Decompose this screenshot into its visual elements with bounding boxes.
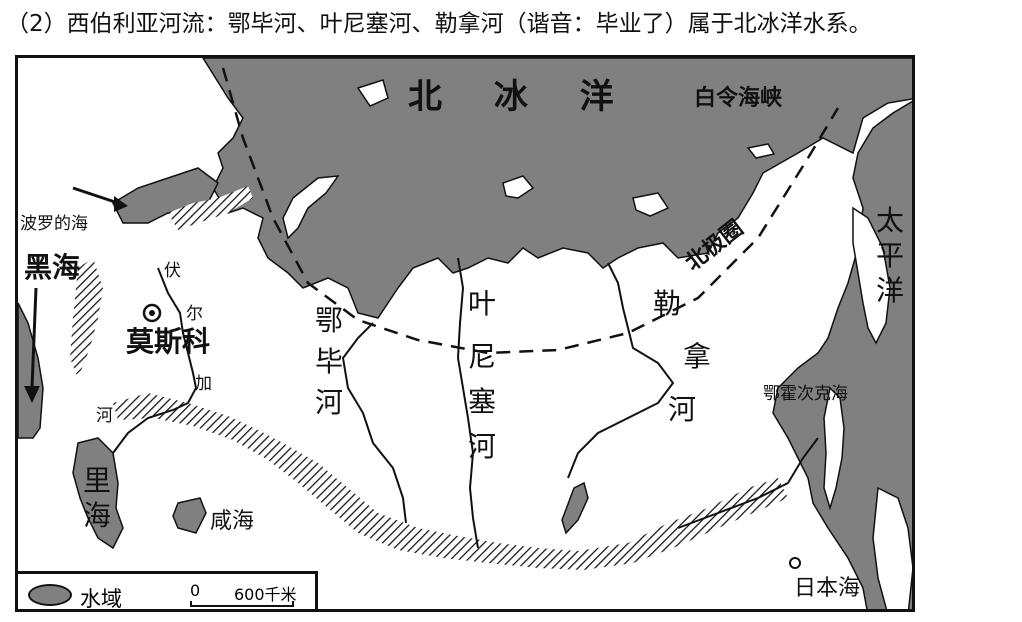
ob-river-label: 鄂 毕 河 bbox=[315, 304, 344, 419]
pacific-ocean bbox=[772, 100, 912, 609]
ob-river bbox=[341, 322, 407, 524]
kamchatka bbox=[852, 206, 891, 345]
severnaya-zemlya bbox=[502, 175, 535, 199]
aral-sea-label: 咸海 bbox=[210, 509, 255, 534]
map-graphic bbox=[18, 58, 912, 609]
scale-bar bbox=[190, 601, 294, 607]
black-sea-arrow bbox=[30, 287, 38, 389]
caption-text: （2）西伯利亚河流：鄂毕河、叶尼塞河、勒拿河（谐音：毕业了）属于北冰洋水系。 bbox=[6, 11, 872, 37]
japan-sea-label: 日本海 bbox=[794, 576, 861, 601]
water-swatch bbox=[28, 584, 72, 606]
black-sea bbox=[18, 302, 44, 439]
yenisei-river bbox=[456, 257, 479, 549]
baltic-arrow bbox=[72, 186, 119, 205]
vladivostok-symbol bbox=[789, 557, 801, 569]
mountain-hatching-south bbox=[113, 393, 788, 570]
lake-baikal bbox=[561, 481, 589, 535]
russia-map: 北 冰 洋 白令海峡 太 平 洋 鄂霍次克海 日本海 波罗的海 黑海 里 海 咸… bbox=[15, 55, 915, 612]
baltic-sea-label: 波罗的海 bbox=[20, 214, 88, 234]
scale-value-label: 600千米 bbox=[234, 585, 297, 604]
lena-river bbox=[567, 262, 675, 479]
aral-sea bbox=[172, 497, 207, 534]
moscow-symbol-inner bbox=[149, 310, 155, 316]
new-siberian-islands bbox=[632, 192, 670, 217]
caspian-sea bbox=[72, 437, 124, 550]
mountain-hatching-west bbox=[70, 258, 103, 378]
volga-label-3: 加 bbox=[195, 374, 212, 394]
arctic-ocean bbox=[202, 58, 912, 319]
franz-josef-land bbox=[356, 79, 389, 107]
bering-strait-label: 白令海峡 bbox=[694, 86, 783, 111]
water-legend-label: 水域 bbox=[80, 587, 122, 611]
black-sea-label: 黑海 bbox=[24, 251, 81, 284]
mountain-hatching-urals bbox=[168, 186, 253, 230]
okhotsk-sea-label: 鄂霍次克海 bbox=[763, 384, 848, 404]
black-sea-arrowhead bbox=[24, 386, 40, 403]
volga-label-4: 河 bbox=[96, 406, 113, 426]
moscow-label: 莫斯科 bbox=[126, 325, 211, 358]
caspian-sea-label: 里 海 bbox=[83, 464, 112, 532]
volga-label-2: 尔 bbox=[186, 304, 203, 324]
yenisei-river-label: 叶 尼 塞 河 bbox=[468, 287, 497, 463]
japan bbox=[872, 486, 912, 609]
volga-river bbox=[112, 267, 198, 454]
arctic-ocean-label: 北 冰 洋 bbox=[408, 77, 634, 117]
scale-zero-label: 0 bbox=[190, 581, 201, 600]
map-legend: 水域 0 600千米 bbox=[18, 571, 318, 611]
novaya-zemlya bbox=[282, 175, 340, 240]
pacific-ocean-label: 太 平 洋 bbox=[876, 204, 905, 307]
baltic-arrowhead bbox=[114, 196, 128, 212]
volga-label-1: 伏 bbox=[164, 261, 181, 281]
sakhalin bbox=[823, 386, 845, 511]
lena-river-label: 勒 拿 河 bbox=[653, 287, 712, 426]
amur-river bbox=[677, 437, 819, 529]
wrangel-island bbox=[746, 143, 776, 159]
